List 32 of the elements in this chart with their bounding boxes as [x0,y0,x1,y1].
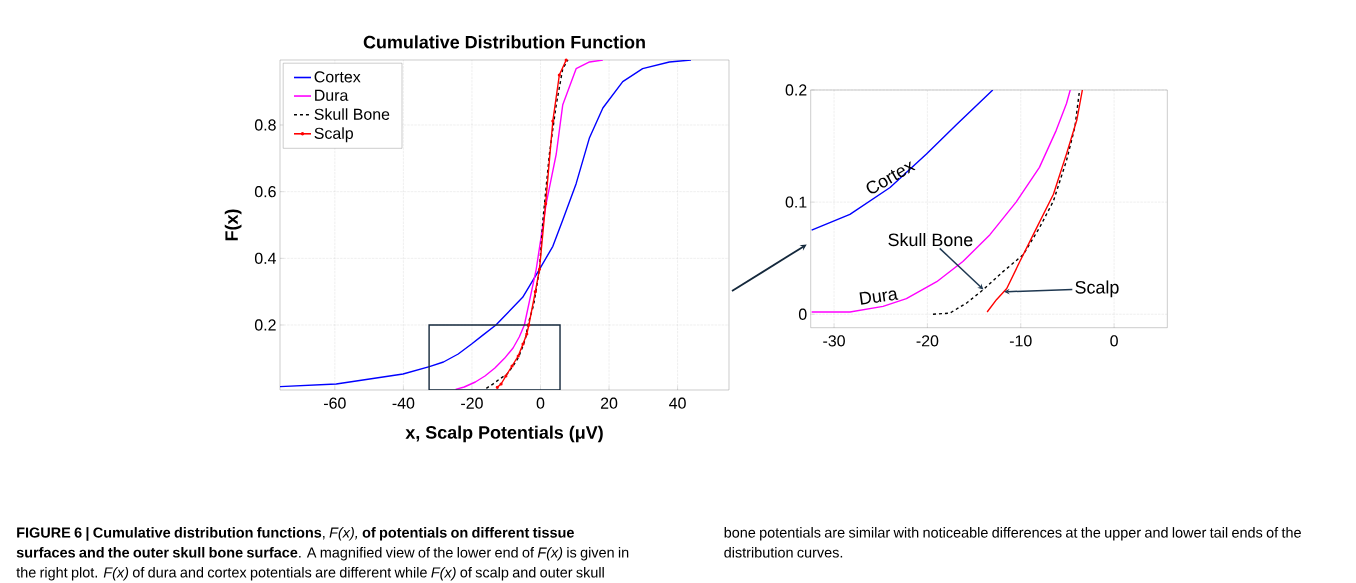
y-tick-label: 0.2 [785,84,807,96]
x-tick-label: 0 [1110,335,1118,347]
legend-label: Cortex [314,71,361,83]
x-tick-label: 40 [669,397,686,409]
y-tick-label: 0 [798,308,807,320]
x-tick-label: -20 [461,397,483,409]
y-axis-title: F(x) [224,209,242,241]
x-tick-label: -20 [916,335,939,347]
x-tick-label: 0 [536,397,545,409]
annotation: Skull Bone [888,232,973,247]
x-tick-label: -40 [392,397,415,409]
x-tick-label: -10 [1009,335,1032,347]
line-series [280,60,692,388]
legend-label: Skull Bone [314,108,390,120]
x-axis-title: x, Scalp Potentials (μV) [405,425,603,443]
chart-title: Cumulative Distribution Function [363,35,645,49]
y-tick-label: 0.8 [254,119,276,131]
line-series [810,90,1071,313]
line-series [810,90,994,231]
annotation: Dura [859,290,899,305]
y-tick-label: 0.1 [785,196,807,208]
legend-label: Scalp [314,127,353,143]
x-tick-label: -30 [823,335,845,347]
y-tick-label: 0.6 [254,186,276,198]
annotation: Scalp [1075,280,1119,298]
x-tick-label: 20 [600,397,618,409]
line-series [454,60,604,390]
y-tick-label: 0.2 [254,319,276,331]
y-tick-label: 0.4 [254,252,277,264]
text: FIGURE 6 | Cumulative distribution functions, F(x), of potentials on different tissue surfaces and the outer skull bone surface. A magnified view of the lower end of F(x) is given in the right plot. F(x) of dura and cortex potentials are different while F(x) of scalp and outer skull bone potentials are similar with noticeable differences at the upper and lower tail ends of the distribution curves. [16,527,1301,581]
x-tick-label: -60 [324,397,346,409]
legend-label: Dura [315,89,349,101]
